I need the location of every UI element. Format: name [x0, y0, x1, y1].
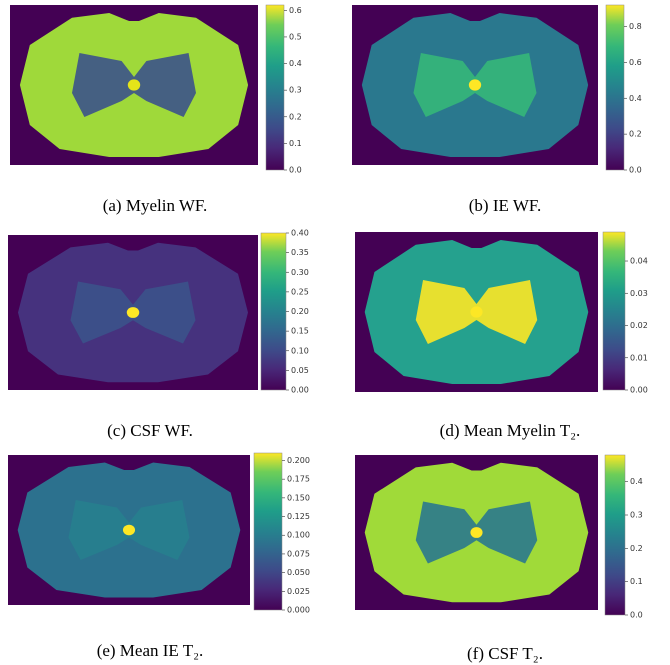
colorbar-tick-label: 0.025	[287, 587, 310, 596]
colorbar	[603, 232, 625, 390]
colorbar	[261, 233, 286, 390]
center-spot	[469, 79, 481, 90]
colorbar-tick-label: 0.05	[291, 366, 309, 375]
colorbar-tick-label: 0.0	[630, 611, 643, 620]
colorbar	[254, 453, 282, 610]
colorbar-tick-label: 0.4	[629, 94, 642, 103]
panel	[352, 5, 598, 165]
figure: 0.0 0.1 0.2 0.3 0.4 0.5 0.6 (a) Myelin WF. 0.0 0.…	[0, 0, 670, 665]
colorbar-tick-label: 0.6	[629, 58, 642, 67]
caption: (f) CSF T₂.	[467, 644, 543, 663]
colorbar-tick-label: 0.40	[291, 229, 309, 238]
colorbar-tick-label: 0.6	[289, 6, 302, 15]
colorbar-tick-label: 0.04	[630, 257, 648, 266]
caption: (d) Mean Myelin T₂.	[440, 421, 581, 440]
colorbar-tick-label: 0.175	[287, 475, 310, 484]
colorbar-tick-label: 0.15	[291, 327, 309, 336]
colorbar-tick-label: 0.3	[630, 511, 643, 520]
colorbar-tick-label: 0.200	[287, 456, 310, 465]
colorbar-tick-label: 0.01	[630, 353, 648, 362]
colorbar-tick-label: 0.125	[287, 512, 310, 521]
caption: (b) IE WF.	[469, 196, 541, 215]
colorbar-tick-label: 0.2	[630, 544, 643, 553]
caption: (e) Mean IE T₂.	[97, 641, 204, 660]
colorbar-tick-label: 0.000	[287, 606, 310, 615]
panel	[355, 455, 598, 610]
colorbar-tick-label: 0.00	[630, 386, 648, 395]
center-spot	[127, 307, 140, 318]
caption: (c) CSF WF.	[107, 421, 193, 440]
colorbar-tick-label: 0.3	[289, 86, 302, 95]
caption: (a) Myelin WF.	[103, 196, 208, 215]
colorbar	[605, 455, 625, 615]
colorbar-tick-label: 0.4	[289, 59, 302, 68]
panel	[355, 232, 598, 392]
brain-map	[18, 243, 248, 383]
colorbar-tick-label: 0.0	[629, 166, 642, 175]
colorbar-tick-label: 0.00	[291, 386, 309, 395]
colorbar-tick-label: 0.20	[291, 307, 309, 316]
colorbar-tick-label: 0.150	[287, 493, 310, 502]
center-spot	[123, 525, 135, 536]
center-spot	[470, 306, 482, 317]
colorbar-tick-label: 0.35	[291, 248, 309, 257]
center-spot	[128, 79, 140, 90]
colorbar-tick-label: 0.30	[291, 268, 309, 277]
colorbar-tick-label: 0.8	[629, 22, 642, 31]
center-spot	[470, 527, 482, 538]
colorbar-tick-label: 0.02	[630, 321, 648, 330]
colorbar-tick-label: 0.10	[291, 346, 309, 355]
colorbar-tick-label: 0.2	[289, 112, 302, 121]
brain-map	[365, 240, 589, 384]
brain-map	[365, 463, 589, 603]
colorbar	[266, 5, 284, 170]
colorbar-tick-label: 0.0	[289, 166, 302, 175]
colorbar-tick-label: 0.075	[287, 549, 310, 558]
brain-map	[18, 463, 241, 598]
panel	[10, 5, 258, 165]
colorbar-tick-label: 0.03	[630, 289, 648, 298]
colorbar-tick-label: 0.4	[630, 477, 643, 486]
colorbar-tick-label: 0.1	[289, 139, 302, 148]
panel	[8, 455, 250, 605]
brain-map	[362, 13, 588, 157]
colorbar-tick-label: 0.100	[287, 531, 310, 540]
colorbar-tick-label: 0.2	[629, 130, 642, 139]
panel	[8, 235, 258, 390]
colorbar-tick-label: 0.25	[291, 287, 309, 296]
colorbar-tick-label: 0.050	[287, 568, 310, 577]
colorbar	[606, 5, 624, 170]
colorbar-tick-label: 0.1	[630, 577, 643, 586]
brain-map	[20, 13, 248, 157]
colorbar-tick-label: 0.5	[289, 32, 302, 41]
